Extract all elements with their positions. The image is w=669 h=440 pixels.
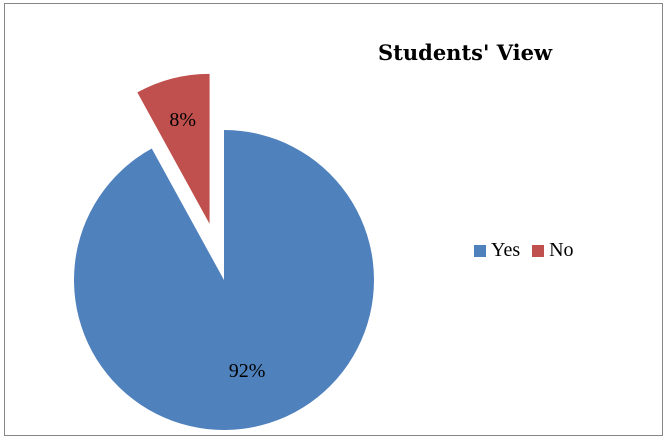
- pie-slice-no: [137, 73, 210, 224]
- chart-title: Students' View: [378, 40, 553, 65]
- legend-swatch-yes: [474, 244, 486, 257]
- data-label-yes: 92%: [229, 360, 266, 382]
- legend-label-yes: Yes: [491, 239, 521, 261]
- legend: Yes No: [474, 239, 586, 262]
- legend-label-no: No: [549, 239, 574, 261]
- legend-item-yes: Yes: [474, 239, 520, 262]
- legend-swatch-no: [532, 244, 545, 257]
- data-label-no: 8%: [169, 109, 196, 131]
- legend-item-no: No: [532, 239, 574, 262]
- pie-slice-yes: [73, 130, 374, 430]
